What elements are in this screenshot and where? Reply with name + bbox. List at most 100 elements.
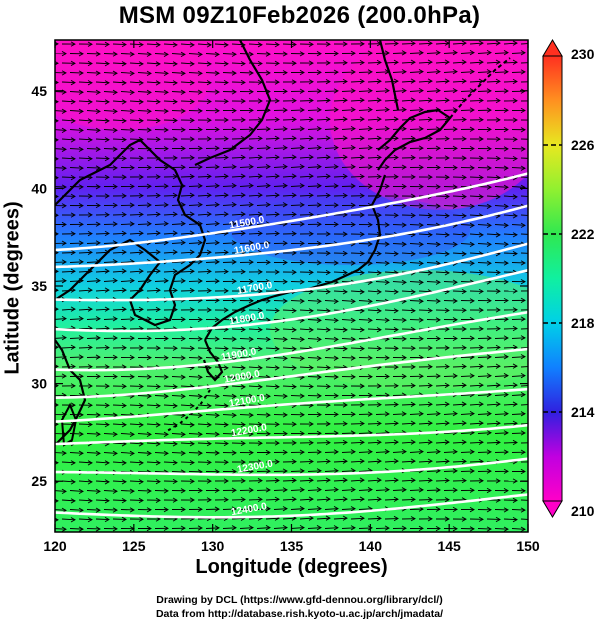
chart-title: MSM 09Z10Feb2026 (200.0hPa) bbox=[118, 2, 481, 29]
wind-vector-head bbox=[503, 430, 509, 436]
wind-vector-head bbox=[146, 127, 152, 133]
wind-vector bbox=[171, 395, 186, 397]
wind-vector-head bbox=[316, 317, 322, 323]
wind-vector-head bbox=[291, 459, 297, 465]
wind-vector bbox=[511, 71, 526, 73]
wind-vector-head bbox=[435, 487, 441, 493]
wind-vector-head bbox=[240, 117, 246, 123]
wind-vector-head bbox=[206, 98, 212, 105]
wind-vector-head bbox=[427, 345, 433, 351]
wind-vector-head bbox=[503, 488, 509, 494]
wind-vector-head bbox=[359, 439, 365, 445]
wind-vector-head bbox=[427, 496, 433, 503]
wind-vector-head bbox=[180, 127, 186, 133]
wind-vector-head bbox=[410, 420, 416, 426]
wind-vector-head bbox=[274, 327, 280, 333]
wind-vector-head bbox=[146, 51, 152, 57]
wind-vector bbox=[290, 489, 305, 491]
wind-vector bbox=[503, 233, 518, 236]
wind-vector-head bbox=[444, 270, 450, 276]
wind-vector bbox=[248, 498, 263, 501]
wind-vector bbox=[375, 128, 390, 130]
wind-vector-head bbox=[478, 382, 484, 388]
wind-vector-head bbox=[495, 439, 501, 445]
wind-vector-head bbox=[274, 79, 280, 85]
wind-vector-head bbox=[427, 97, 433, 103]
wind-vector-head bbox=[350, 487, 356, 493]
wind-vector-head bbox=[95, 354, 101, 360]
wind-vector bbox=[350, 347, 365, 350]
wind-vector-head bbox=[495, 382, 501, 388]
wind-vector-head bbox=[530, 195, 534, 199]
wind-vector bbox=[435, 403, 450, 406]
wind-vector-head bbox=[274, 269, 280, 275]
wind-vector-head bbox=[384, 145, 390, 151]
wind-vector bbox=[180, 270, 195, 273]
wind-vector bbox=[248, 232, 263, 235]
wind-vector-head bbox=[231, 468, 237, 475]
wind-vector-head bbox=[299, 240, 305, 246]
wind-vector bbox=[129, 251, 144, 254]
wind-vector-head bbox=[112, 146, 118, 152]
wind-vector-head bbox=[325, 135, 331, 141]
wind-vector-head bbox=[78, 221, 84, 227]
wind-vector bbox=[316, 460, 331, 463]
wind-vector-head bbox=[282, 468, 288, 474]
wind-vector bbox=[197, 270, 212, 273]
wind-vector bbox=[137, 395, 152, 397]
wind-vector bbox=[443, 90, 458, 92]
wind-vector-head bbox=[274, 116, 280, 123]
wind-vector-head bbox=[452, 279, 458, 285]
wind-vector-head bbox=[376, 420, 382, 427]
colorbar-tick-label: 218 bbox=[571, 315, 595, 331]
wind-vector bbox=[375, 281, 390, 283]
wind-vector bbox=[409, 451, 424, 453]
wind-vector-head bbox=[393, 116, 399, 122]
wind-vector bbox=[426, 489, 441, 491]
wind-vector-head bbox=[512, 478, 518, 484]
wind-vector-head bbox=[435, 145, 441, 151]
wind-vector-head bbox=[61, 146, 67, 152]
wind-vector bbox=[307, 300, 322, 302]
wind-vector-head bbox=[435, 336, 441, 342]
wind-vector-head bbox=[257, 154, 263, 160]
wind-vector-head bbox=[299, 336, 305, 342]
wind-vector-head bbox=[342, 173, 348, 179]
wind-vector-head bbox=[350, 88, 356, 94]
wind-vector-head bbox=[350, 411, 356, 417]
wind-vector-head bbox=[231, 412, 237, 418]
wind-vector-head bbox=[512, 439, 518, 446]
wind-vector bbox=[324, 489, 339, 491]
wind-vector-head bbox=[112, 165, 118, 171]
wind-vector bbox=[61, 346, 76, 349]
wind-vector bbox=[486, 441, 501, 444]
wind-vector bbox=[494, 432, 509, 434]
wind-vector-head bbox=[342, 346, 348, 352]
wind-vector bbox=[231, 156, 246, 159]
wind-vector-head bbox=[444, 326, 450, 332]
wind-vector-head bbox=[435, 184, 441, 190]
wind-vector-head bbox=[214, 202, 220, 208]
wind-vector bbox=[154, 280, 169, 282]
wind-vector bbox=[486, 384, 501, 387]
wind-vector bbox=[69, 528, 84, 530]
wind-vector bbox=[129, 308, 144, 311]
wind-vector bbox=[273, 508, 288, 510]
wind-vector-head bbox=[503, 526, 509, 532]
wind-vector-head bbox=[393, 345, 399, 351]
wind-vector bbox=[299, 194, 314, 197]
wind-vector-head bbox=[333, 221, 339, 227]
wind-vector-head bbox=[274, 154, 280, 160]
wind-vector-head bbox=[223, 288, 229, 294]
wind-vector bbox=[401, 309, 416, 312]
wind-vector-head bbox=[214, 183, 220, 189]
wind-vector-head bbox=[87, 383, 93, 389]
wind-vector-head bbox=[282, 164, 288, 170]
wind-vector-head bbox=[503, 165, 509, 171]
wind-vector bbox=[282, 479, 297, 482]
wind-vector bbox=[188, 72, 203, 74]
wind-vector bbox=[418, 460, 433, 463]
wind-vector bbox=[103, 261, 118, 263]
wind-vector-head bbox=[325, 154, 331, 160]
wind-vector-head bbox=[486, 146, 492, 152]
